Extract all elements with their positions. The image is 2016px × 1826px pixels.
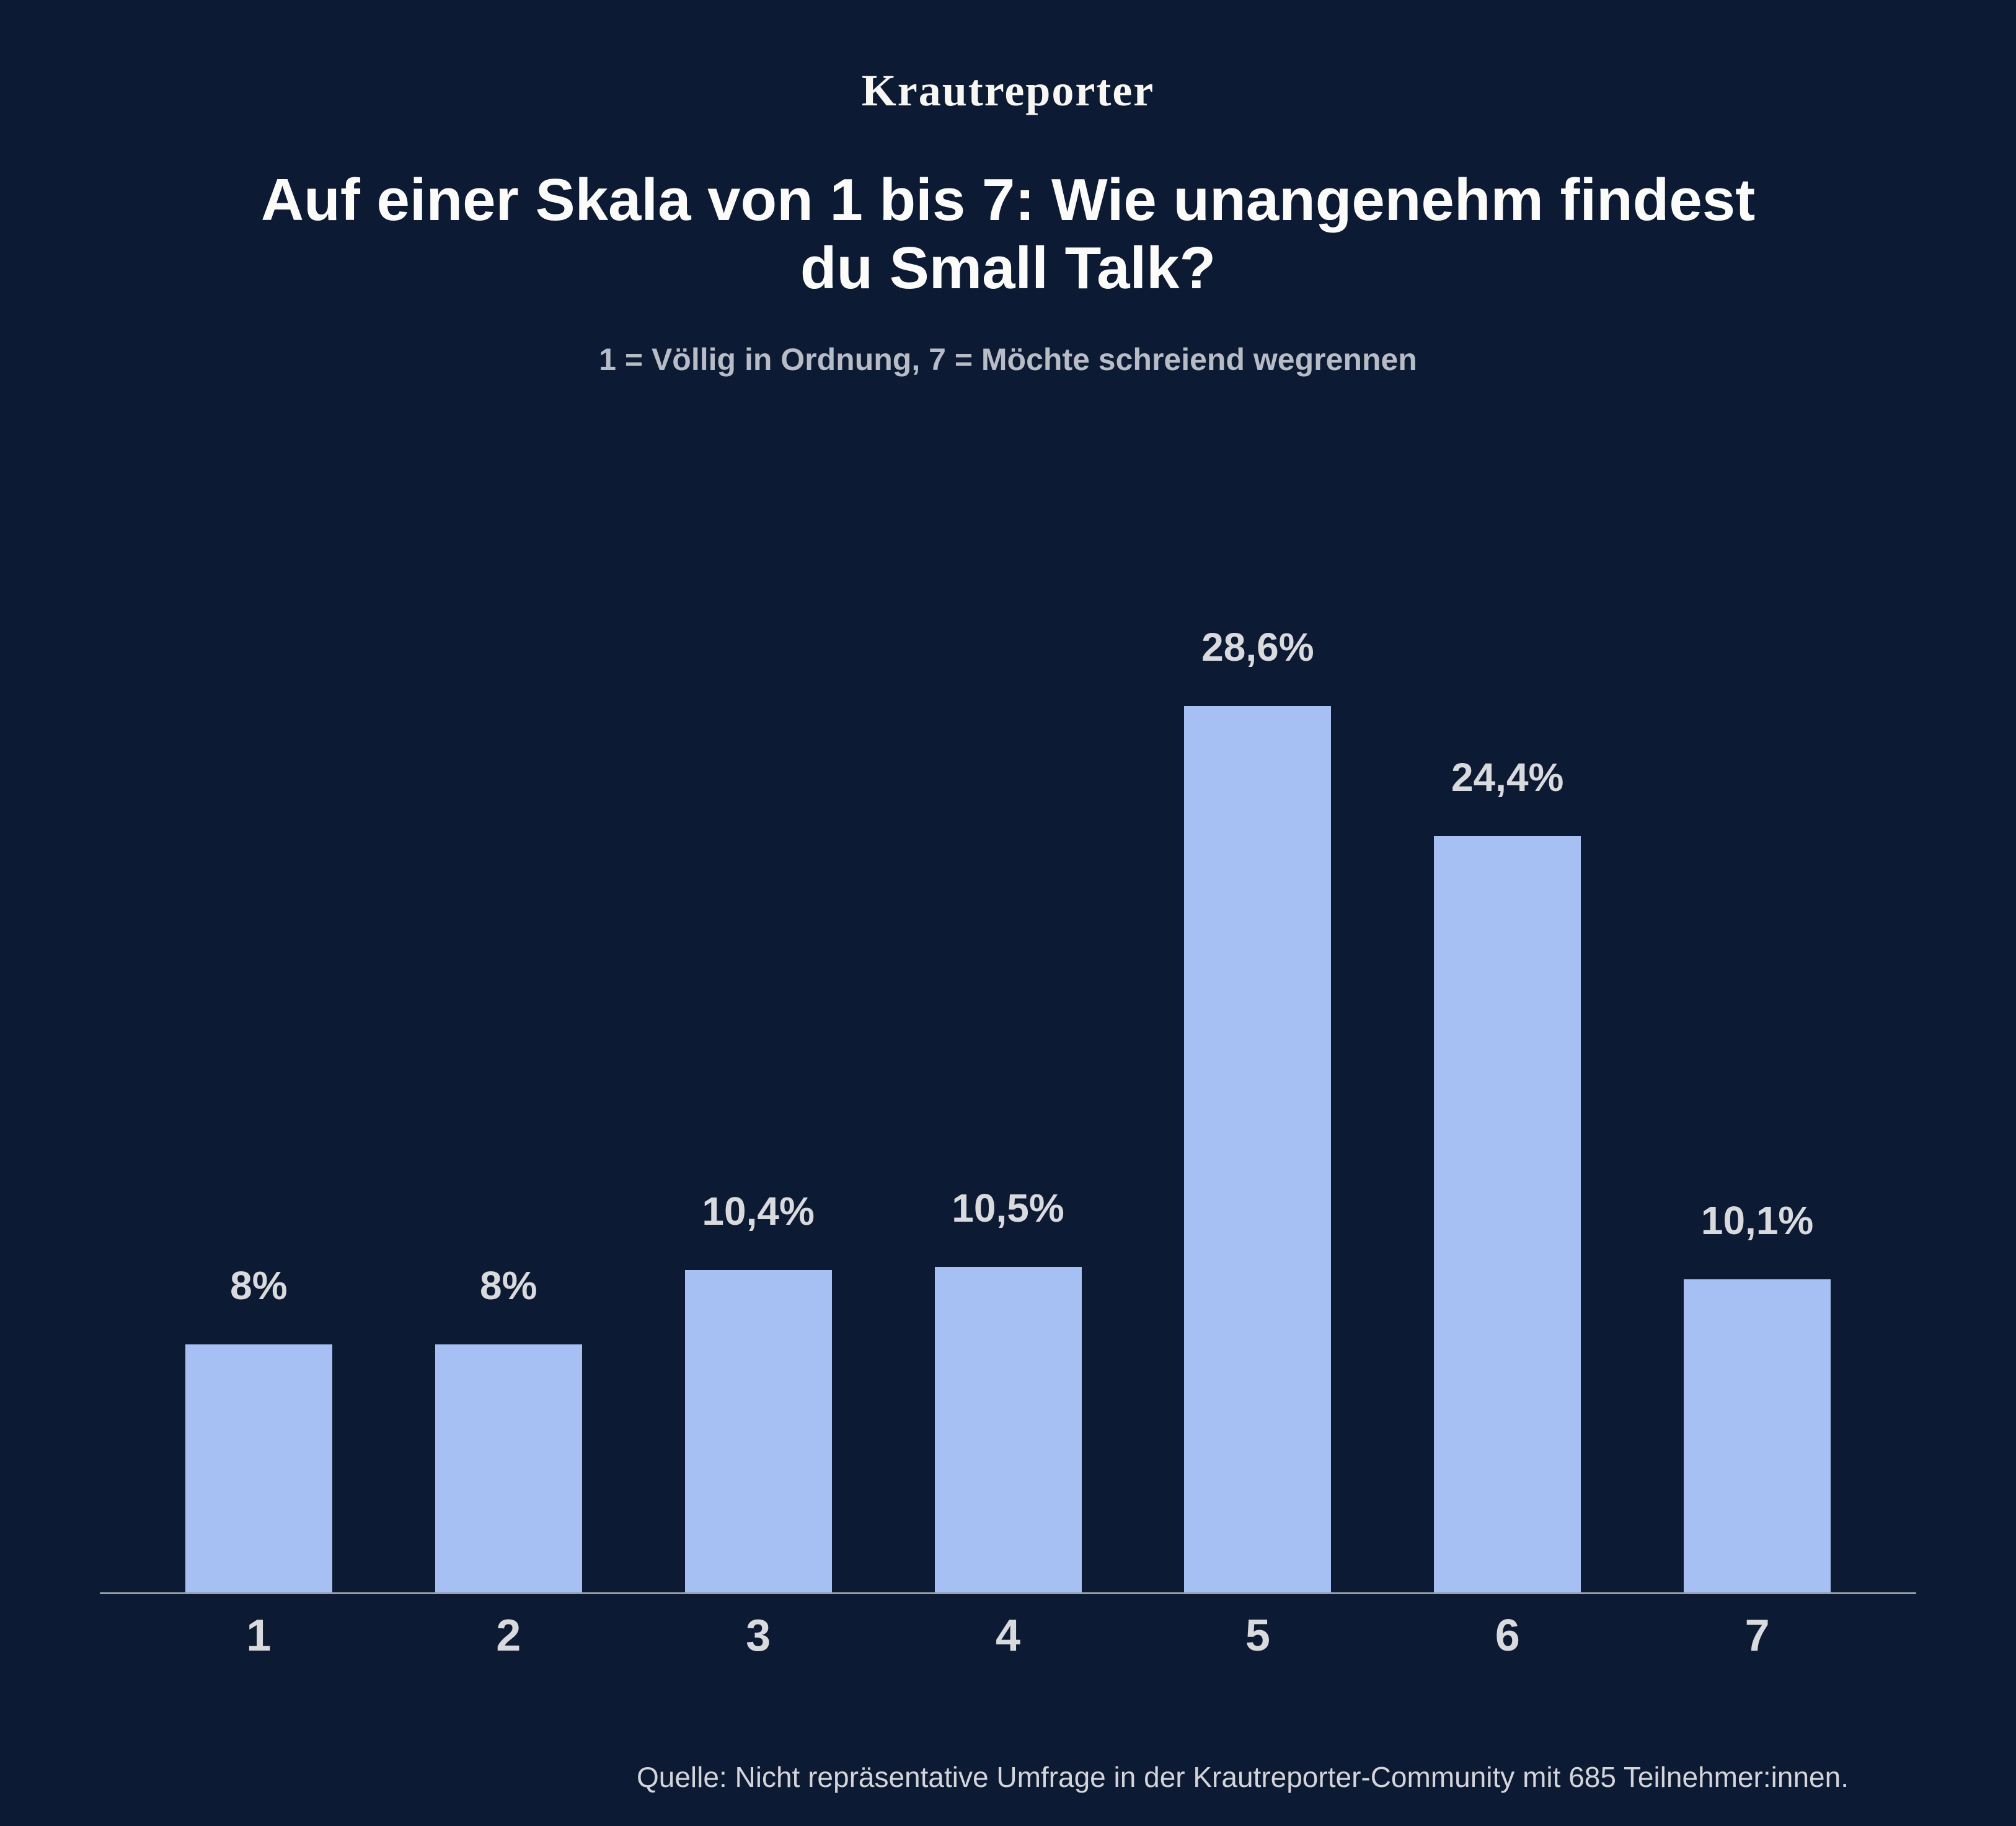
bar-group: 28,6% [1133, 624, 1382, 1592]
source-note: Quelle: Nicht repräsentative Umfrage in … [636, 1761, 1849, 1793]
bar-value-label: 8% [480, 1263, 537, 1308]
x-axis-label: 3 [746, 1610, 771, 1661]
krautreporter-logo: Krautreporter [861, 66, 1155, 115]
bar-group: 10,5% [883, 1185, 1133, 1592]
x-axis-label: 6 [1495, 1610, 1520, 1661]
chart-title: Auf einer Skala von 1 bis 7: Wie unangen… [260, 167, 1756, 302]
bar-value-label: 8% [230, 1263, 288, 1308]
bars-row: 8% 8% 10,4% 10,5% 28,6% 24,4% 10,1% [134, 415, 1882, 1592]
bar-group: 24,4% [1382, 754, 1632, 1592]
bar-value-label: 24,4% [1451, 754, 1564, 800]
chart-subtitle: 1 = Völlig in Ordnung, 7 = Möchte schrei… [599, 342, 1417, 377]
bar [435, 1344, 582, 1592]
x-axis-label: 7 [1744, 1610, 1770, 1661]
bar [1684, 1279, 1831, 1592]
x-axis-label: 2 [496, 1610, 521, 1661]
bar [1184, 705, 1332, 1592]
bar [1434, 836, 1581, 1592]
bar-group: 10,1% [1632, 1197, 1882, 1592]
bar-group: 8% [384, 1263, 634, 1592]
bar-chart: 8% 8% 10,4% 10,5% 28,6% 24,4% 10,1% 1 2 3 4 5 6 7 [100, 415, 1916, 1661]
x-axis-label: 5 [1245, 1610, 1270, 1661]
bar-value-label: 10,4% [702, 1188, 815, 1233]
x-axis-label: 1 [246, 1610, 272, 1661]
bar [684, 1269, 832, 1592]
bar-group: 8% [134, 1263, 384, 1592]
bar [185, 1344, 332, 1592]
bar [934, 1266, 1082, 1592]
x-labels-row: 1 2 3 4 5 6 7 [134, 1594, 1882, 1661]
x-axis-label: 4 [995, 1610, 1021, 1661]
bar-value-label: 10,1% [1700, 1197, 1814, 1243]
x-axis-baseline [100, 1592, 1916, 1594]
bar-value-label: 10,5% [952, 1185, 1064, 1230]
bar-group: 10,4% [634, 1188, 883, 1592]
bar-value-label: 28,6% [1201, 624, 1314, 669]
